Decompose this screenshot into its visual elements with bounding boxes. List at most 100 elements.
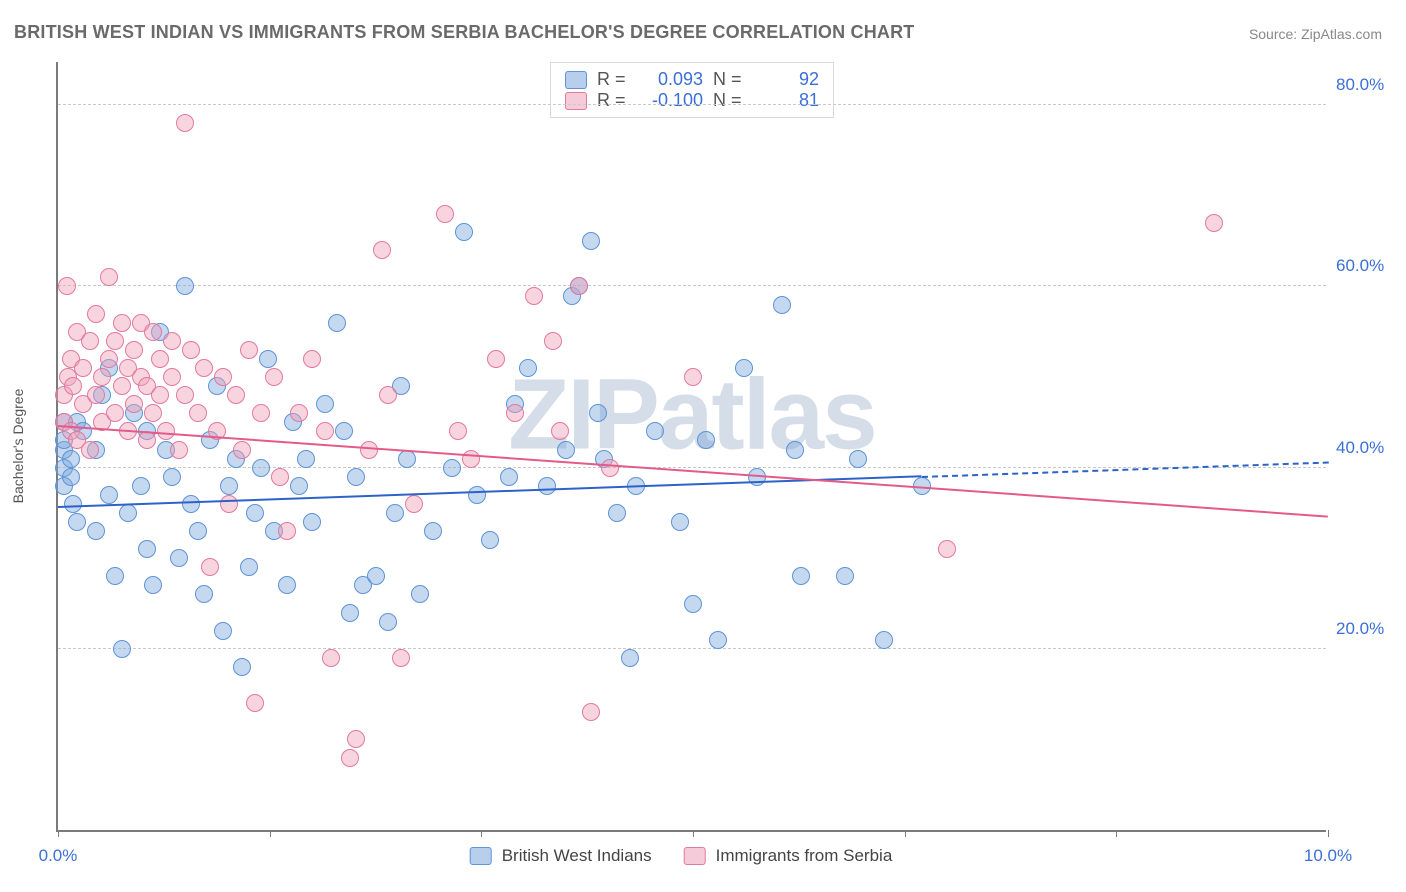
scatter-point (62, 468, 80, 486)
scatter-point (379, 613, 397, 631)
scatter-point (455, 223, 473, 241)
scatter-point (259, 350, 277, 368)
x-tick-label: 0.0% (39, 846, 78, 866)
scatter-point (195, 585, 213, 603)
legend-n-label: N = (713, 69, 747, 90)
legend-swatch (684, 847, 706, 865)
legend-row: R =0.093N =92 (565, 69, 819, 90)
source-credit: Source: ZipAtlas.com (1249, 26, 1382, 42)
scatter-point (379, 386, 397, 404)
scatter-point (303, 513, 321, 531)
scatter-point (163, 468, 181, 486)
scatter-point (74, 359, 92, 377)
legend-series-label: Immigrants from Serbia (716, 846, 893, 866)
scatter-point (271, 468, 289, 486)
scatter-point (500, 468, 518, 486)
x-tick-mark (481, 830, 482, 837)
scatter-point (220, 495, 238, 513)
scatter-point (214, 622, 232, 640)
legend-swatch (565, 92, 587, 110)
scatter-point (125, 341, 143, 359)
scatter-point (875, 631, 893, 649)
scatter-point (189, 404, 207, 422)
scatter-point (278, 522, 296, 540)
scatter-point (113, 377, 131, 395)
scatter-point (125, 395, 143, 413)
scatter-point (87, 386, 105, 404)
scatter-point (246, 694, 264, 712)
scatter-point (316, 395, 334, 413)
scatter-point (646, 422, 664, 440)
gridline (58, 648, 1326, 649)
scatter-point (392, 649, 410, 667)
scatter-point (322, 649, 340, 667)
scatter-point (849, 450, 867, 468)
scatter-point (684, 368, 702, 386)
scatter-point (487, 350, 505, 368)
scatter-point (347, 468, 365, 486)
scatter-point (519, 359, 537, 377)
scatter-point (151, 386, 169, 404)
scatter-point (119, 504, 137, 522)
scatter-point (697, 431, 715, 449)
scatter-point (265, 368, 283, 386)
scatter-point (506, 404, 524, 422)
scatter-point (938, 540, 956, 558)
scatter-point (246, 504, 264, 522)
correlation-legend: R =0.093N =92R =-0.100N =81 (550, 62, 834, 118)
scatter-point (405, 495, 423, 513)
scatter-point (87, 305, 105, 323)
scatter-point (64, 377, 82, 395)
scatter-point (58, 277, 76, 295)
x-tick-mark (270, 830, 271, 837)
scatter-point (786, 441, 804, 459)
scatter-point (773, 296, 791, 314)
scatter-point (170, 549, 188, 567)
scatter-point (341, 604, 359, 622)
legend-swatch (565, 71, 587, 89)
scatter-point (163, 332, 181, 350)
scatter-point (481, 531, 499, 549)
scatter-point (671, 513, 689, 531)
legend-r-label: R = (597, 69, 631, 90)
scatter-point (113, 314, 131, 332)
scatter-point (151, 350, 169, 368)
scatter-point (100, 350, 118, 368)
scatter-point (132, 477, 150, 495)
scatter-point (220, 477, 238, 495)
scatter-point (589, 404, 607, 422)
y-tick-label: 40.0% (1336, 438, 1396, 458)
scatter-point (144, 576, 162, 594)
scatter-point (582, 703, 600, 721)
scatter-point (468, 486, 486, 504)
scatter-point (608, 504, 626, 522)
scatter-point (138, 431, 156, 449)
x-tick-mark (905, 830, 906, 837)
scatter-point (176, 386, 194, 404)
scatter-point (144, 323, 162, 341)
scatter-point (195, 359, 213, 377)
scatter-point (278, 576, 296, 594)
scatter-point (240, 558, 258, 576)
scatter-point (201, 558, 219, 576)
scatter-point (233, 658, 251, 676)
scatter-point (64, 495, 82, 513)
scatter-point (214, 368, 232, 386)
scatter-point (297, 450, 315, 468)
scatter-point (582, 232, 600, 250)
scatter-point (386, 504, 404, 522)
legend-r-value: -0.100 (641, 90, 703, 111)
scatter-point (570, 277, 588, 295)
scatter-point (240, 341, 258, 359)
scatter-point (176, 114, 194, 132)
scatter-point (525, 287, 543, 305)
scatter-point (100, 268, 118, 286)
scatter-point (328, 314, 346, 332)
y-tick-label: 80.0% (1336, 75, 1396, 95)
scatter-point (347, 730, 365, 748)
scatter-point (106, 404, 124, 422)
y-tick-label: 20.0% (1336, 619, 1396, 639)
scatter-point (252, 404, 270, 422)
scatter-point (449, 422, 467, 440)
scatter-point (182, 341, 200, 359)
